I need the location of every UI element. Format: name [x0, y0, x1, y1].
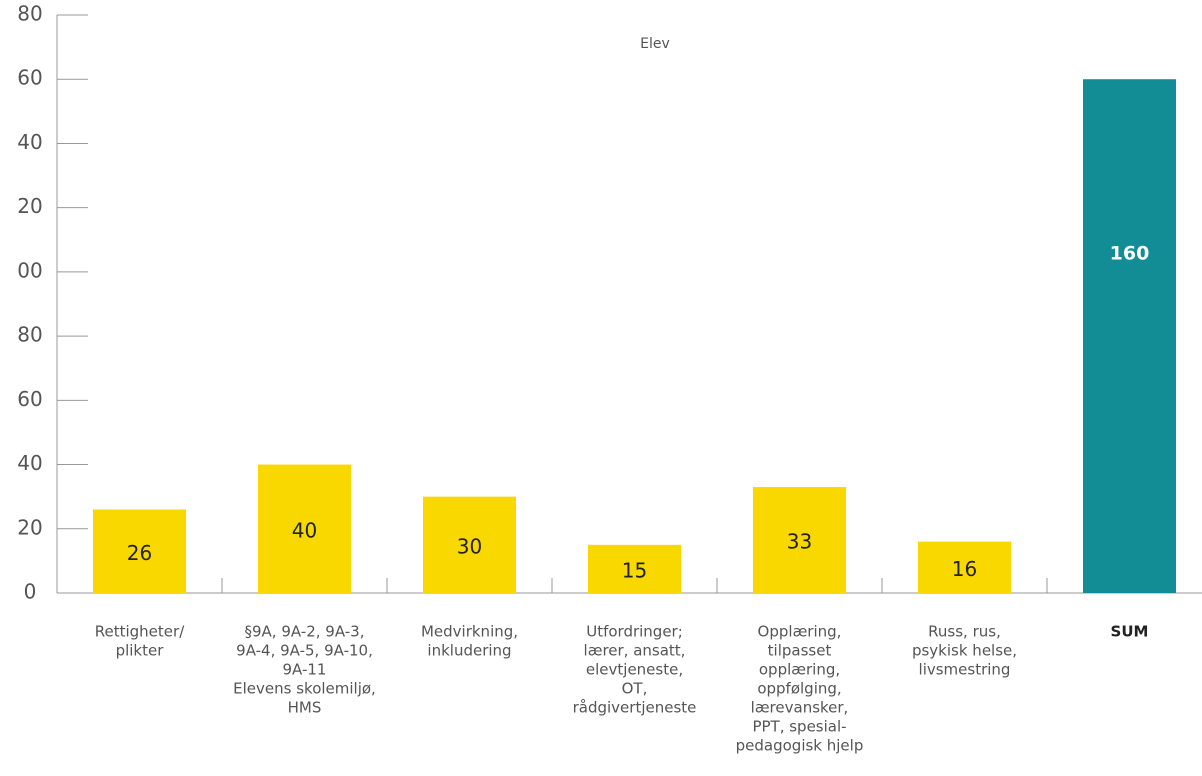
- x-tick-label: 9A-4, 9A-5, 9A-10,: [236, 642, 373, 660]
- x-tick-label: tilpasset: [768, 642, 832, 660]
- bar: [1083, 79, 1176, 593]
- x-tick-label: PPT, spesial-: [752, 718, 846, 736]
- x-tick-label: lærevansker,: [751, 699, 849, 717]
- value-label: 160: [1110, 242, 1150, 264]
- y-tick-label: 80: [17, 323, 42, 347]
- x-tick-label: §9A, 9A-2, 9A-3,: [244, 623, 364, 641]
- x-tick-label: opplæring,: [759, 661, 840, 679]
- value-label: 30: [457, 534, 482, 558]
- y-tick-label: 40: [17, 130, 42, 154]
- y-tick-label: 00: [17, 258, 42, 282]
- y-tick-label: 80: [17, 2, 42, 26]
- y-tick-label: 60: [17, 387, 42, 411]
- x-tick-label: elevtjeneste,: [586, 661, 683, 679]
- bar: [588, 544, 681, 593]
- bar: [918, 541, 1011, 593]
- x-tick-label: Russ, rus,: [928, 623, 1001, 641]
- value-label: 26: [127, 541, 152, 565]
- bar: [93, 509, 186, 593]
- chart-title: Elev: [640, 36, 670, 52]
- x-tick-label: Elevens skolemiljø,: [233, 680, 376, 698]
- y-tick-label: 20: [17, 194, 42, 218]
- x-tick-label: HMS: [288, 699, 322, 717]
- x-tick-label: plikter: [116, 642, 165, 660]
- value-label: 40: [292, 518, 317, 542]
- x-tick-label: psykisk helse,: [912, 642, 1017, 660]
- x-tick-label: 9A-11: [283, 661, 327, 679]
- x-tick-label: rådgivertjeneste: [573, 699, 697, 717]
- y-tick-label: 20: [17, 515, 42, 539]
- x-tick-label: Medvirkning,: [421, 623, 518, 641]
- value-label: 16: [952, 557, 977, 581]
- value-label: 33: [787, 530, 812, 554]
- x-tick-label: livsmestring: [919, 661, 1011, 679]
- x-tick-label: Opplæring,: [758, 623, 842, 641]
- x-tick-label: OT,: [622, 680, 648, 698]
- x-tick-label: Utfordringer;: [586, 623, 683, 641]
- x-tick-label: lærer, ansatt,: [584, 642, 686, 660]
- x-tick-label: pedagogisk hjelp: [736, 737, 864, 755]
- value-label: 15: [622, 558, 647, 582]
- x-tick-label: Rettigheter/: [95, 623, 185, 641]
- x-tick-label: oppfølging,: [757, 680, 841, 698]
- y-tick-label: 40: [17, 451, 42, 475]
- x-tick-label: SUM: [1111, 623, 1149, 641]
- bar: [258, 464, 351, 593]
- bar: [753, 487, 846, 593]
- y-tick-label: 60: [17, 66, 42, 90]
- y-tick-label: 0: [24, 580, 37, 604]
- bar: [423, 496, 516, 593]
- x-tick-label: inkludering: [427, 642, 511, 660]
